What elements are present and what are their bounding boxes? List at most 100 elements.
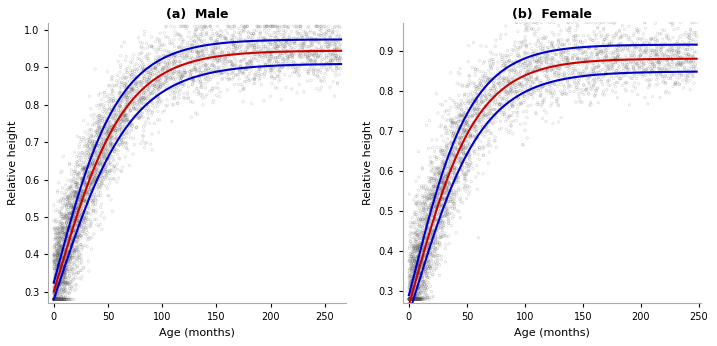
Point [119,104,130,109]
Point [331,63,342,69]
Point [49,297,61,302]
Point [415,259,427,264]
Point [67,236,78,242]
Point [431,253,442,258]
Point [407,230,419,236]
Point [420,205,432,210]
Point [629,53,640,59]
Point [168,60,180,66]
Point [72,248,84,254]
Point [447,159,459,164]
Point [79,176,90,181]
Point [50,297,62,302]
Point [54,297,66,302]
Point [404,257,415,263]
Point [458,128,470,133]
Point [103,147,115,152]
Point [67,209,78,214]
Point [463,184,475,190]
Point [188,78,199,83]
Point [70,215,81,221]
Point [447,141,459,146]
Point [410,296,422,302]
Point [132,99,143,105]
Point [204,24,216,29]
Point [540,119,551,124]
Point [60,213,72,218]
Point [99,119,110,124]
Point [49,297,61,302]
Point [415,217,427,223]
Point [139,29,151,34]
Point [536,80,548,85]
Point [92,124,104,129]
Point [145,71,156,76]
Point [439,185,450,190]
Point [589,70,600,76]
Point [52,252,63,258]
Point [63,248,75,254]
Point [425,203,437,209]
Point [93,125,105,131]
Point [443,169,455,174]
Point [164,54,176,59]
Point [422,266,434,272]
Point [405,267,417,273]
Point [120,128,131,133]
Point [220,36,232,42]
Point [232,44,243,49]
Point [77,166,89,172]
Point [120,94,132,100]
Point [404,296,416,302]
Point [574,47,585,53]
Point [249,43,260,48]
Point [651,72,663,78]
Point [55,297,67,302]
Point [486,120,498,126]
Point [406,296,417,302]
Point [52,281,64,287]
Point [71,203,82,208]
Point [630,67,642,73]
Point [422,247,433,252]
Point [209,55,221,61]
Point [96,128,108,134]
Point [411,259,422,264]
Point [683,52,694,57]
Point [86,198,98,203]
Point [630,85,641,91]
Point [97,118,108,124]
Point [79,197,90,203]
Point [437,202,449,208]
Point [98,140,109,146]
Point [546,101,558,106]
Point [253,67,265,73]
Point [250,48,261,54]
Point [53,270,65,276]
Point [52,282,64,287]
Point [74,252,85,257]
Point [154,40,166,45]
Point [575,71,587,76]
Point [52,297,63,302]
Point [104,168,115,174]
Point [58,261,70,266]
Point [270,39,281,45]
Point [604,67,615,73]
Point [634,66,645,71]
Point [209,56,221,62]
Point [90,166,102,172]
Point [462,142,473,148]
Point [404,295,416,301]
Point [141,119,152,125]
Point [580,60,592,66]
Point [448,190,460,196]
Point [462,152,473,157]
Point [420,220,432,225]
Point [131,75,143,81]
Point [70,214,81,220]
Point [572,56,584,61]
Point [282,39,293,45]
Point [438,158,450,164]
Point [424,243,435,248]
